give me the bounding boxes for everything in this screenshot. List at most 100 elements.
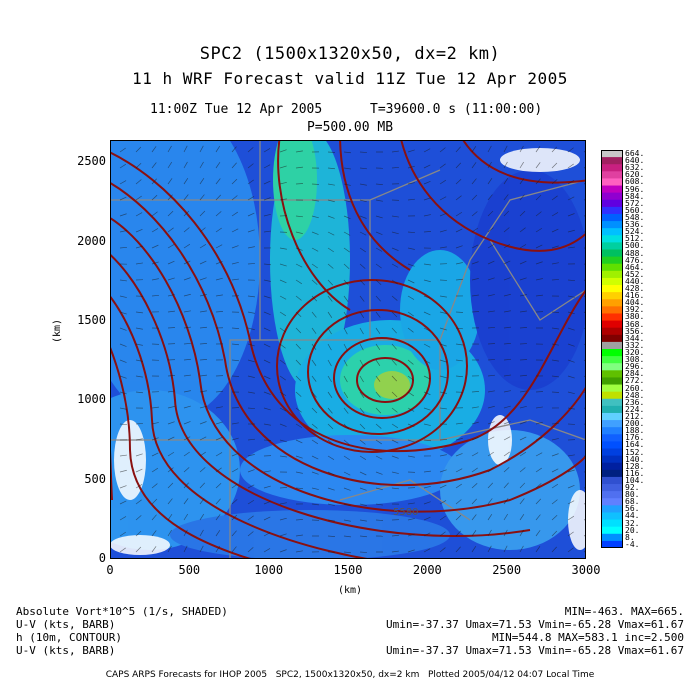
wind-barb (135, 391, 143, 394)
wind-barb (167, 375, 176, 377)
colorbar-swatch (601, 484, 623, 492)
wind-barb (487, 451, 495, 457)
wind-barb (407, 327, 414, 333)
wind-barb (423, 516, 431, 521)
wind-barb (247, 469, 255, 473)
y-tick-label: 2500 (77, 154, 106, 169)
wind-barb (119, 516, 127, 521)
wind-barb (455, 146, 461, 153)
wind-barb (567, 469, 575, 473)
wind-barb (183, 421, 191, 425)
wind-barb (183, 498, 189, 505)
colorbar-swatch (601, 434, 623, 442)
wind-barb (263, 516, 271, 521)
wind-barb (567, 196, 575, 201)
colorbar-swatch (601, 398, 623, 407)
wind-barb (407, 165, 415, 169)
wind-barb (215, 294, 223, 297)
wind-barb (423, 439, 431, 442)
wind-barb (343, 439, 350, 445)
wind-barb (439, 327, 447, 331)
wind-barb (567, 327, 575, 331)
wind-barb (423, 197, 431, 201)
wind-barb (487, 513, 493, 521)
wind-barb (295, 407, 302, 413)
colorbar-label: 560. (625, 205, 645, 215)
wind-barb (167, 529, 172, 537)
wind-barb (567, 246, 575, 249)
wind-barb (375, 199, 383, 202)
wind-barb (343, 167, 351, 170)
wind-barb (423, 548, 431, 553)
wind-barb (151, 530, 157, 537)
colorbar-swatch (601, 320, 623, 329)
wind-barb (503, 482, 509, 489)
wind-barb (407, 263, 415, 267)
wind-barb (375, 423, 382, 429)
y-tick-label: 1000 (77, 392, 106, 407)
wind-barb (455, 343, 463, 346)
wind-barb (151, 162, 157, 169)
colorbar-label: 116. (625, 468, 645, 478)
wind-barb (423, 470, 431, 473)
wind-barb (519, 145, 524, 153)
colorbar-label: 428. (625, 284, 645, 294)
wind-barb (119, 423, 128, 426)
wind-barb (247, 311, 255, 314)
wind-barb (567, 547, 574, 553)
wind-barb (279, 327, 286, 333)
wind-barb (359, 439, 366, 445)
wind-barb (151, 278, 159, 281)
colorbar-swatch (601, 540, 623, 548)
wind-barb (567, 343, 575, 347)
wind-barb (343, 199, 351, 203)
wind-barb (279, 343, 286, 349)
wind-barb (359, 487, 367, 491)
wind-barb (407, 359, 414, 365)
wind-barb (503, 243, 511, 249)
wind-barb (503, 529, 508, 537)
wind-barb (343, 423, 350, 430)
wind-barb (407, 549, 415, 553)
wind-barb (263, 391, 271, 395)
wind-barb (231, 483, 238, 489)
wind-barb (167, 406, 175, 409)
wind-barb (199, 294, 207, 297)
wind-barb (327, 487, 335, 491)
wind-barb (535, 452, 543, 457)
wind-barb (487, 545, 492, 553)
wind-barb (279, 279, 287, 284)
wind-barb (183, 293, 191, 297)
wind-barb (519, 227, 526, 233)
wind-barb (439, 246, 447, 249)
wind-barb (279, 487, 288, 489)
wind-barb (407, 198, 415, 201)
wind-barb (263, 327, 271, 332)
wind-barb (407, 533, 415, 537)
wind-barb (375, 439, 382, 445)
wind-barb (359, 231, 367, 236)
wind-barb (327, 343, 332, 351)
wind-barb (263, 164, 271, 169)
wind-barb (167, 260, 175, 265)
colorbar-swatch (601, 370, 623, 378)
wind-barb (375, 487, 383, 491)
wind-barb (471, 437, 479, 441)
field3-label: h (10m, CONTOUR) (16, 631, 122, 644)
wind-barb (551, 438, 559, 441)
wind-barb (231, 452, 239, 457)
wind-barb (487, 359, 496, 361)
wind-barbs (119, 145, 586, 554)
wind-barb (567, 229, 575, 233)
wind-barb (279, 391, 287, 396)
wind-barb (391, 407, 398, 413)
colorbar-label: 44. (625, 511, 640, 521)
wind-barb (231, 468, 239, 473)
wind-barb (455, 437, 463, 441)
wind-barb (407, 295, 415, 300)
wind-barb (295, 247, 303, 251)
wind-barb (503, 260, 511, 265)
wind-barb (375, 327, 381, 334)
wind-barb (551, 359, 559, 362)
wind-barb (455, 359, 463, 362)
